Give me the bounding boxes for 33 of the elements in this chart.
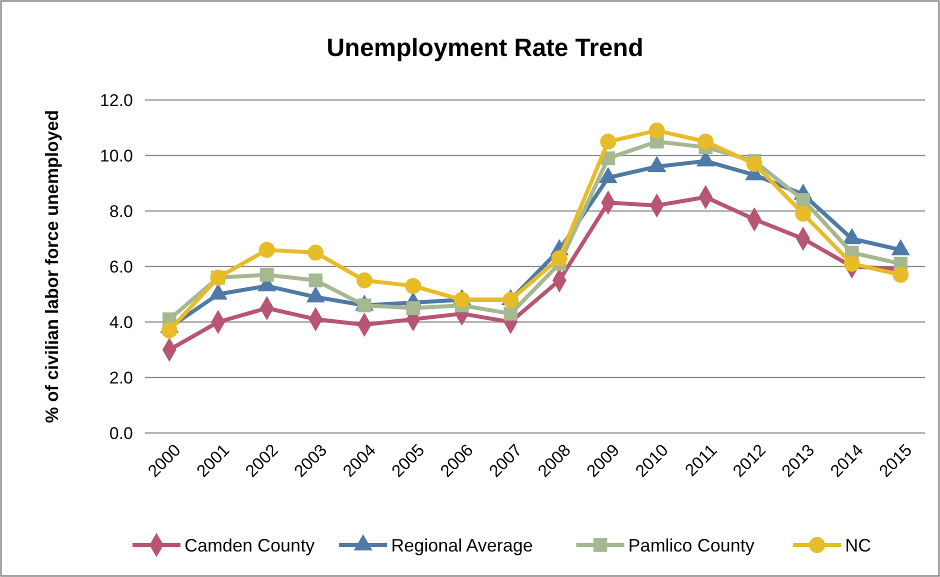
legend-label: Pamlico County — [628, 535, 754, 556]
point — [406, 301, 420, 316]
point — [308, 244, 324, 261]
point — [502, 292, 519, 308]
y-tick-label: 12.0 — [100, 90, 133, 110]
point — [746, 156, 762, 172]
y-tick-label: 4.0 — [109, 312, 133, 332]
legend-label: Regional Average — [391, 535, 533, 556]
point — [504, 306, 518, 321]
point — [600, 134, 616, 150]
chart-title: Unemployment Rate Trend — [326, 34, 644, 62]
point — [308, 273, 323, 288]
y-tick-label: 6.0 — [109, 257, 133, 276]
point — [648, 122, 665, 138]
legend-label: NC — [845, 535, 872, 556]
point — [795, 206, 812, 222]
y-tick-label: 0.0 — [109, 424, 133, 443]
point — [796, 193, 810, 207]
point — [161, 322, 178, 338]
point — [892, 266, 909, 283]
point — [356, 272, 372, 288]
y-tick-label: 2.0 — [109, 368, 133, 388]
legend-label: Camden County — [184, 535, 315, 556]
point — [844, 256, 860, 272]
y-axis-title: % of civilian labor force unemployed — [42, 110, 62, 424]
point — [551, 250, 568, 266]
point — [260, 268, 274, 282]
point — [698, 134, 714, 150]
point — [405, 278, 422, 294]
y-tick-label: 8.0 — [109, 202, 133, 221]
point — [454, 292, 470, 308]
point — [258, 242, 275, 258]
y-tick-label: 10.0 — [100, 146, 133, 166]
